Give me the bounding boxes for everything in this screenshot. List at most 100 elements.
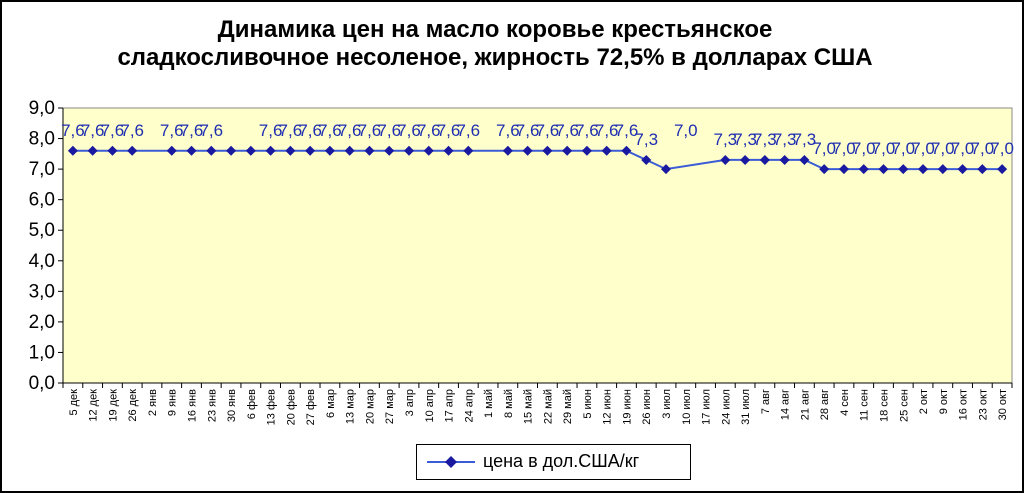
x-axis: 5 дек 12 дек 19 дек 26 дек 2 янв 9 янв 16 янв 2…: [62, 382, 1013, 425]
x-tick-label: 23 янв: [206, 389, 218, 422]
x-tick-label: 13 фев: [266, 389, 278, 425]
data-point: [305, 145, 316, 156]
data-point: [226, 145, 237, 156]
y-tick-label: 6,0: [29, 190, 55, 211]
legend-line-marker: [427, 456, 475, 468]
data-label: 7,6: [555, 121, 579, 140]
data-label: 7,6: [437, 121, 461, 140]
x-tick-label: 20 мар: [364, 389, 376, 424]
data-label: 7,3: [714, 130, 738, 149]
data-label: 7,6: [377, 121, 401, 140]
data-point: [918, 164, 929, 175]
y-tick-label: 9,0: [29, 98, 55, 119]
x-tick-label: 12 дек: [88, 389, 100, 422]
x-tick-label: 25 сен: [898, 389, 910, 422]
data-label: 7,0: [971, 139, 995, 158]
data-point: [127, 145, 138, 156]
data-point: [403, 145, 414, 156]
data-label: 7,6: [61, 121, 85, 140]
legend: цена в дол.США/кг: [416, 444, 691, 480]
data-point: [522, 145, 533, 156]
x-tick-label: 8 май: [503, 389, 515, 418]
data-point: [562, 145, 573, 156]
x-tick-label: 17 апр: [444, 389, 456, 422]
y-tick-label: 2,0: [29, 312, 55, 333]
data-point: [740, 154, 751, 165]
x-tick-label: 3 июл: [661, 389, 673, 419]
data-label: 7,0: [872, 139, 896, 158]
x-tick-label: 24 апр: [463, 389, 475, 422]
x-tick-label: 11 сен: [859, 389, 871, 421]
x-tick-label: 29 май: [562, 389, 574, 424]
x-tick-label: 22 май: [542, 389, 554, 424]
data-point: [206, 145, 217, 156]
x-tick-label: 23 окт: [977, 389, 989, 420]
data-point: [186, 145, 197, 156]
data-point: [443, 145, 454, 156]
y-tick-label: 8,0: [29, 129, 55, 150]
x-tick-label: 30 окт: [997, 389, 1009, 420]
x-tick-label: 4 сен: [839, 389, 851, 416]
data-point: [799, 154, 810, 165]
y-tick-label: 4,0: [29, 251, 55, 272]
data-label: 7,6: [259, 121, 283, 140]
data-point: [285, 145, 296, 156]
y-axis: 0,0 1,0 2,0 3,0 4,0 5,0 6,0 7,0 8,0 9,0: [29, 98, 64, 394]
data-label: 7,6: [199, 121, 223, 140]
data-label: 7,6: [160, 121, 184, 140]
x-tick-label: 10 апр: [424, 389, 436, 422]
x-tick-label: 1 май: [483, 389, 495, 418]
x-tick-label: 31 июл: [740, 389, 752, 425]
data-point: [601, 145, 612, 156]
x-tick-label: 10 июл: [681, 389, 693, 425]
data-label: 7,0: [812, 139, 836, 158]
data-point: [720, 154, 731, 165]
data-point: [779, 154, 790, 165]
data-label: 7,0: [852, 139, 876, 158]
data-label: 7,6: [456, 121, 480, 140]
x-tick-label: 13 мар: [345, 389, 357, 424]
x-tick-label: 24 июл: [720, 389, 732, 425]
data-label: 7,0: [911, 139, 935, 158]
data-label: 7,0: [990, 139, 1014, 158]
x-tick-label: 9 янв: [167, 389, 179, 416]
x-tick-label: 12 июн: [602, 389, 614, 425]
y-tick-label: 7,0: [29, 159, 55, 180]
data-label: 7,6: [516, 121, 540, 140]
data-label: 7,3: [634, 130, 658, 149]
data-label: 7,6: [615, 121, 639, 140]
y-tick-label: 5,0: [29, 220, 55, 241]
x-tick-label: 19 июн: [621, 389, 633, 425]
data-point: [463, 145, 474, 156]
data-label: 7,6: [417, 121, 441, 140]
data-point: [324, 145, 335, 156]
data-label: 7,6: [397, 121, 421, 140]
x-tick-label: 16 окт: [958, 389, 970, 420]
x-tick-label: 21 авг: [799, 389, 811, 420]
data-label: 7,6: [180, 121, 204, 140]
x-tick-label: 30 янв: [226, 389, 238, 422]
data-point: [166, 145, 177, 156]
chart-title: Динамика цен на масло коровье крестьянск…: [117, 16, 873, 71]
data-label: 7,6: [496, 121, 520, 140]
x-tick-label: 14 авг: [780, 389, 792, 420]
data-point: [977, 164, 988, 175]
data-label: 7,6: [575, 121, 599, 140]
x-tick-label: 2 окт: [918, 389, 930, 414]
x-tick-label: 3 апр: [404, 389, 416, 416]
data-label: 7,0: [891, 139, 915, 158]
x-tick-label: 5 июн: [582, 389, 594, 419]
data-label: 7,6: [358, 121, 382, 140]
x-tick-label: 7 авг: [760, 389, 772, 414]
x-tick-label: 2 янв: [147, 389, 159, 416]
data-point: [502, 145, 513, 156]
data-label: 7,0: [931, 139, 955, 158]
x-tick-label: 17 июл: [701, 389, 713, 425]
x-tick-label: 6 фев: [246, 389, 258, 419]
data-point: [384, 145, 395, 156]
data-point: [937, 164, 948, 175]
data-point: [245, 145, 256, 156]
x-tick-label: 5 дек: [68, 389, 80, 416]
data-label: 7,6: [81, 121, 105, 140]
